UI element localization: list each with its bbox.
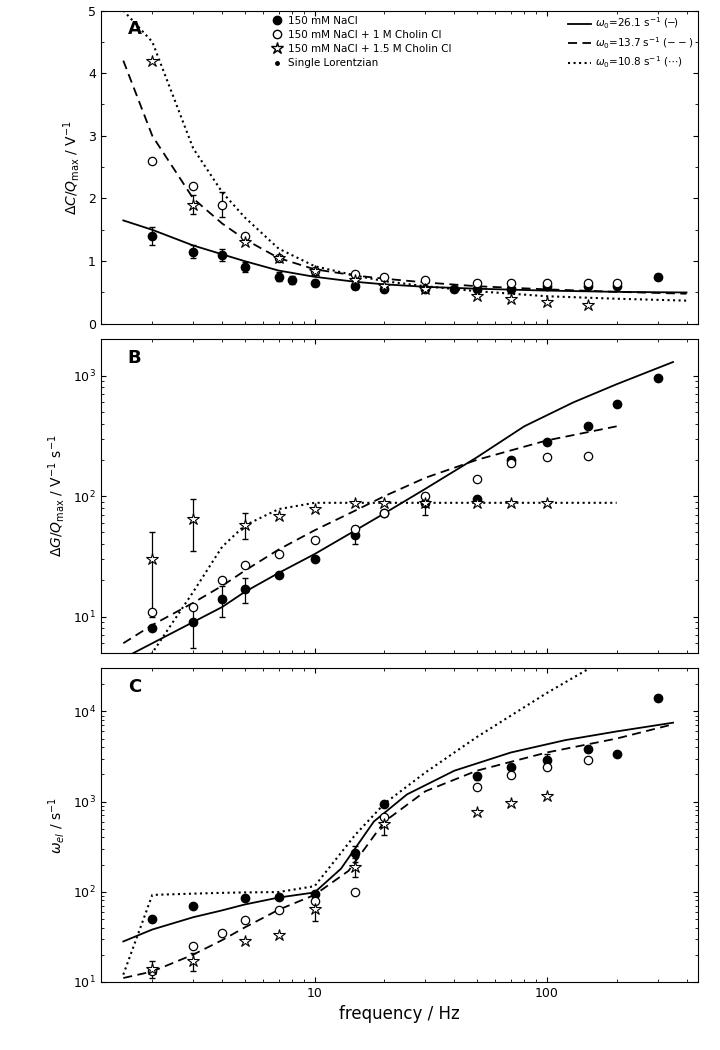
- X-axis label: frequency / Hz: frequency / Hz: [339, 1005, 460, 1023]
- Y-axis label: $\Delta C/Q_{\rm max}$ / V$^{-1}$: $\Delta C/Q_{\rm max}$ / V$^{-1}$: [61, 120, 82, 214]
- Y-axis label: $\omega_{el}$ / s$^{-1}$: $\omega_{el}$ / s$^{-1}$: [46, 797, 68, 854]
- Text: B: B: [127, 349, 141, 366]
- Y-axis label: $\Delta G/Q_{\rm max}$ / V$^{-1}$ s$^{-1}$: $\Delta G/Q_{\rm max}$ / V$^{-1}$ s$^{-1…: [47, 435, 68, 558]
- Legend: $\omega_0$=26.1 s$^{-1}$ $(\!\!-\!\!)$, $\omega_0$=13.7 s$^{-1}$ $(- -)$, $\omeg: $\omega_0$=26.1 s$^{-1}$ $(\!\!-\!\!)$, …: [568, 16, 693, 70]
- Text: A: A: [127, 20, 142, 38]
- Text: C: C: [127, 678, 141, 696]
